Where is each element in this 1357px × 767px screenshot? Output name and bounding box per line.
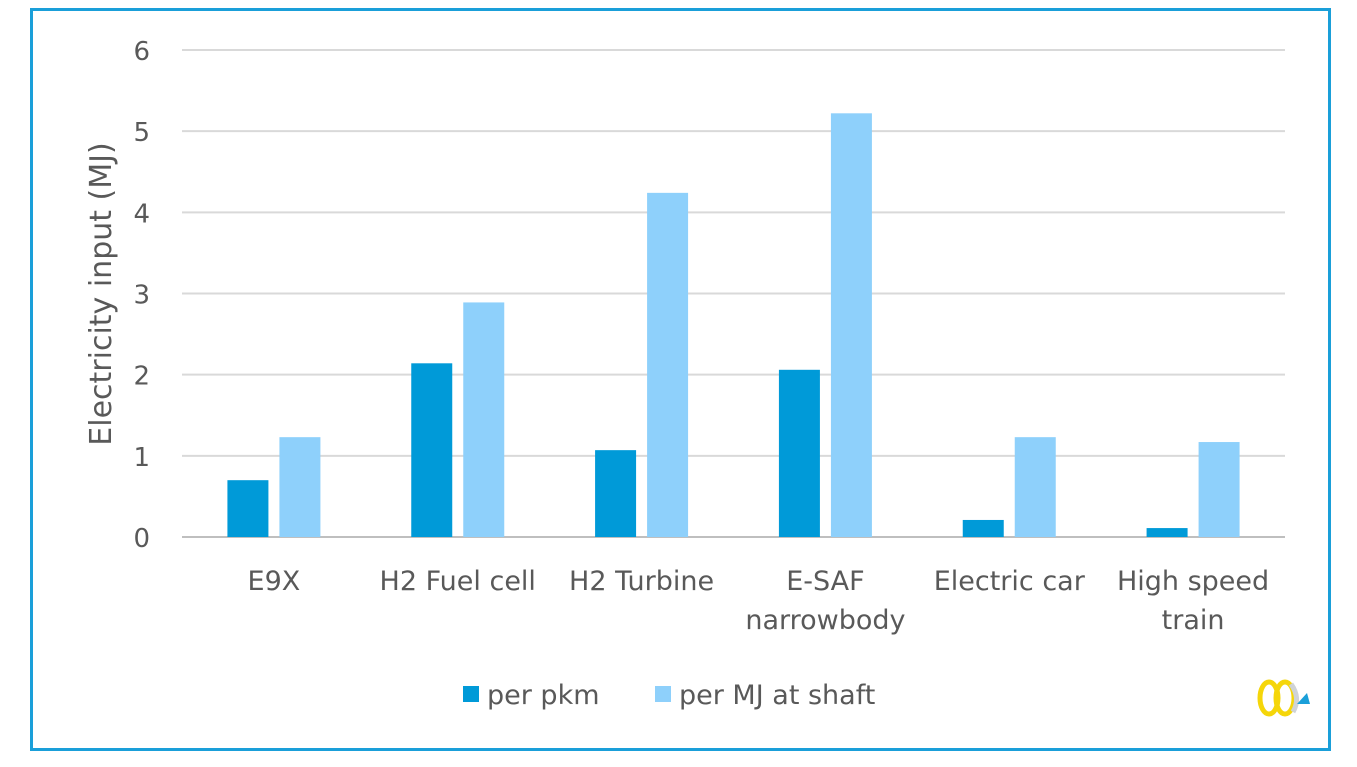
legend-swatch [655,686,671,702]
x-tick-label: H2 Turbine [569,566,714,597]
y-tick-label: 5 [133,118,150,148]
y-tick-label: 0 [133,524,150,554]
x-tick-label: Electric car [934,566,1086,597]
legend-swatch [463,686,479,702]
bar-per-mj-at-shaft [279,437,321,537]
y-tick-label: 3 [133,281,150,311]
y-tick-label: 2 [133,362,150,392]
bar-per-mj-at-shaft [1198,442,1240,537]
x-tick-label: H2 Fuel cell [380,566,536,597]
bar-per-mj-at-shaft [647,192,689,537]
bar-per-pkm [962,519,1004,537]
y-tick-label: 6 [133,37,150,67]
x-tick-label: E-SAF [786,566,864,597]
legend-label: per pkm [487,680,600,711]
logo-icon [1257,679,1310,717]
chart-frame [30,8,1331,751]
y-tick-label: 4 [133,199,150,229]
bar-per-mj-at-shaft [830,113,872,537]
y-axis-label: Electricity input (MJ) [84,142,119,445]
bar-per-mj-at-shaft [463,302,505,537]
bar-per-pkm [411,363,453,537]
legend-label: per MJ at shaft [679,680,875,711]
bar-per-mj-at-shaft [1014,437,1056,537]
x-tick-label: High speed [1117,566,1269,597]
x-tick-label: train [1162,605,1225,636]
y-tick-label: 1 [133,443,150,473]
x-tick-label: E9X [248,566,301,597]
x-tick-label: narrowbody [745,605,905,636]
bar-per-pkm [1146,528,1188,537]
bar-per-pkm [778,369,820,537]
bar-per-pkm [227,480,269,537]
bar-per-pkm [595,450,637,537]
